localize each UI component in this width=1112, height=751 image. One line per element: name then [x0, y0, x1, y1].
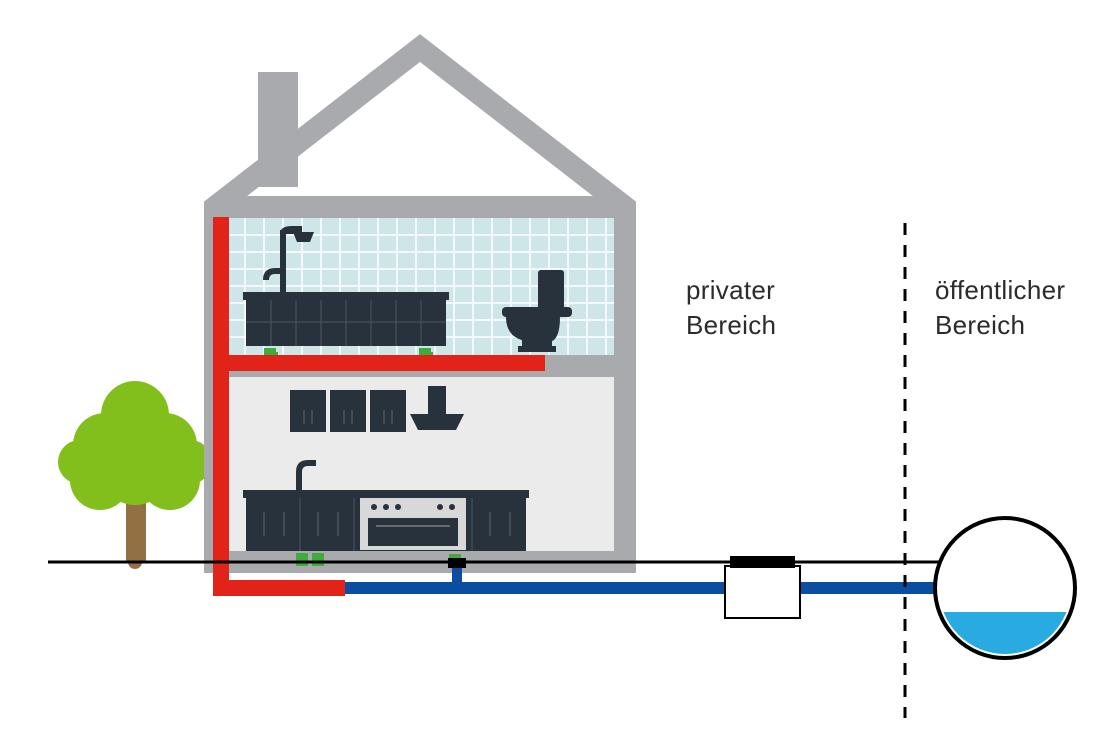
tree-icon: [58, 381, 212, 562]
kitchen: [226, 377, 614, 551]
public-area-label: öffentlicher Bereich: [935, 273, 1065, 343]
oven-icon: [360, 498, 466, 550]
bathroom: [226, 218, 614, 358]
cleanout-cap-icon: [448, 558, 466, 568]
public-label-line2: Bereich: [935, 308, 1065, 343]
manhole-icon: [725, 556, 800, 618]
private-label-line1: privater: [686, 273, 776, 308]
sewer-main-icon: [935, 518, 1075, 672]
private-area-label: privater Bereich: [686, 273, 776, 343]
public-label-line1: öffentlicher: [935, 273, 1065, 308]
diagram-svg: [0, 0, 1112, 746]
private-label-line2: Bereich: [686, 308, 776, 343]
